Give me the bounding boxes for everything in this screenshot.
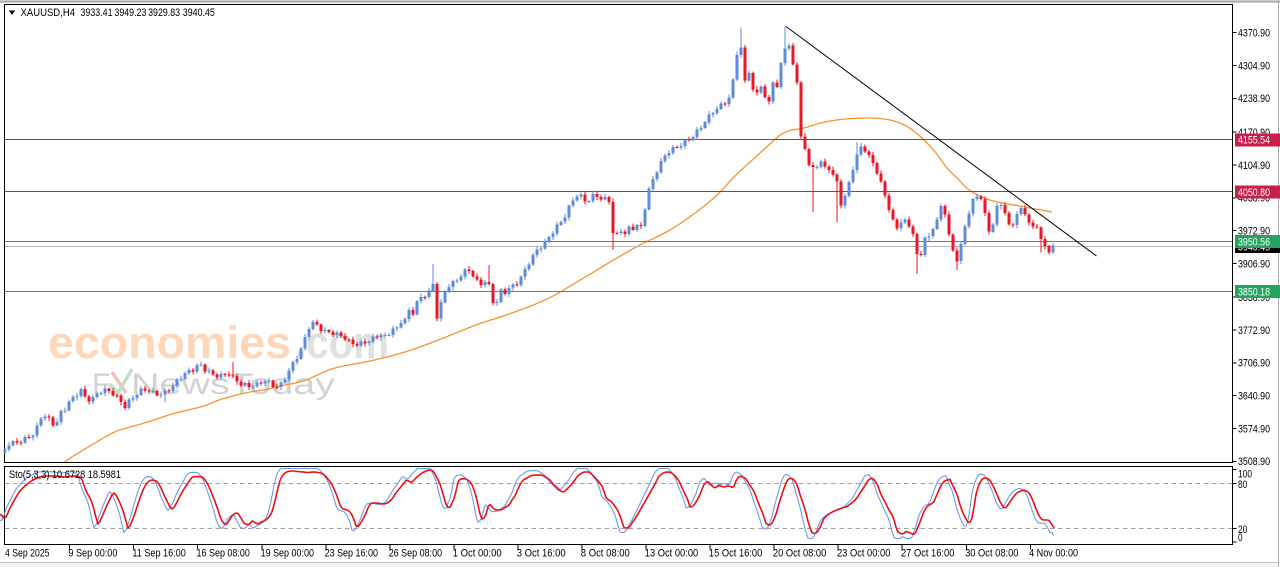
svg-text:20: 20	[1238, 524, 1247, 536]
svg-text:3 Oct 16:00: 3 Oct 16:00	[517, 548, 566, 560]
svg-text:23 Sep 16:00: 23 Sep 16:00	[325, 548, 378, 560]
svg-text:8 Oct 08:00: 8 Oct 08:00	[581, 548, 630, 560]
svg-text:9 Sep 00:00: 9 Sep 00:00	[68, 548, 117, 560]
svg-text:13 Oct 00:00: 13 Oct 00:00	[645, 548, 698, 560]
svg-text:3972.90: 3972.90	[1238, 226, 1270, 238]
svg-text:3950.56: 3950.56	[1238, 237, 1270, 249]
svg-text:26 Sep 08:00: 26 Sep 08:00	[389, 548, 442, 560]
svg-text:4 Nov 00:00: 4 Nov 00:00	[1029, 548, 1078, 560]
svg-text:3574.90: 3574.90	[1238, 423, 1270, 435]
svg-text:3772.90: 3772.90	[1238, 325, 1270, 337]
svg-text:3640.90: 3640.90	[1238, 391, 1270, 403]
svg-text:0: 0	[1238, 532, 1243, 544]
svg-text:4104.90: 4104.90	[1238, 160, 1270, 172]
svg-text:Sto(5,3,3) 10.6728 18.5981: Sto(5,3,3) 10.6728 18.5981	[9, 469, 121, 481]
svg-text:30 Oct 08:00: 30 Oct 08:00	[965, 548, 1018, 560]
svg-text:4304.90: 4304.90	[1238, 60, 1270, 72]
svg-text:15 Oct 16:00: 15 Oct 16:00	[709, 548, 762, 560]
svg-text:F: F	[92, 368, 110, 401]
svg-text:27 Oct 16:00: 27 Oct 16:00	[901, 548, 954, 560]
svg-text:XAUUSD,H4: XAUUSD,H4	[21, 7, 76, 19]
svg-text:3850.18: 3850.18	[1238, 287, 1270, 299]
svg-text:4238.90: 4238.90	[1238, 93, 1270, 105]
svg-text:3933.41: 3933.41	[81, 7, 113, 19]
svg-text:3940.45: 3940.45	[183, 7, 215, 19]
svg-text:3906.90: 3906.90	[1238, 258, 1270, 270]
svg-text:3508.90: 3508.90	[1238, 456, 1270, 468]
svg-text:4370.90: 4370.90	[1238, 28, 1270, 40]
svg-text:100: 100	[1238, 468, 1252, 480]
svg-text:3929.83: 3929.83	[148, 7, 180, 19]
svg-text:economies: economies	[48, 317, 291, 368]
svg-text:19 Sep 00:00: 19 Sep 00:00	[261, 548, 314, 560]
svg-text:4155.54: 4155.54	[1238, 135, 1270, 147]
svg-text:4 Sep 2025: 4 Sep 2025	[5, 548, 50, 560]
svg-text:20 Oct 08:00: 20 Oct 08:00	[773, 548, 826, 560]
svg-text:3949.23: 3949.23	[114, 7, 146, 19]
svg-text:11 Sep 16:00: 11 Sep 16:00	[132, 548, 185, 560]
svg-text:16 Sep 08:00: 16 Sep 08:00	[197, 548, 250, 560]
svg-text:1 Oct 00:00: 1 Oct 00:00	[453, 548, 502, 560]
svg-text:3706.90: 3706.90	[1238, 358, 1270, 370]
svg-text:80: 80	[1238, 479, 1247, 491]
svg-text:23 Oct 00:00: 23 Oct 00:00	[837, 548, 890, 560]
svg-text:4050.80: 4050.80	[1238, 187, 1270, 199]
